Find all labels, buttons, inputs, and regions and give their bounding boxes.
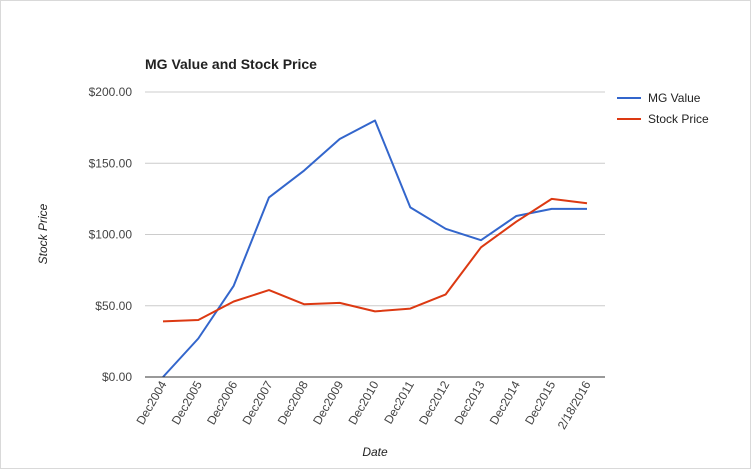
chart-legend[interactable]: MG Value Stock Price bbox=[617, 91, 709, 126]
x-tick-label: Dec2009 bbox=[310, 378, 346, 427]
chart-title: MG Value and Stock Price bbox=[145, 56, 317, 72]
y-tick-label: $200.00 bbox=[89, 85, 133, 99]
x-tick-label: Dec2004 bbox=[133, 378, 169, 427]
legend-item[interactable]: MG Value bbox=[617, 91, 701, 105]
legend-label: Stock Price bbox=[648, 112, 709, 126]
y-axis-ticks: $0.00 $50.00 $100.00 $150.00 $200.00 bbox=[89, 85, 133, 384]
x-tick-label: Dec2010 bbox=[345, 378, 381, 427]
x-tick-label: Dec2015 bbox=[522, 378, 558, 427]
x-axis-title: Date bbox=[362, 445, 388, 459]
x-tick-label: 2/18/2016 bbox=[555, 378, 594, 432]
y-tick-label: $0.00 bbox=[102, 370, 132, 384]
y-tick-label: $50.00 bbox=[95, 299, 132, 313]
x-tick-label: Dec2013 bbox=[451, 378, 487, 427]
series-line-mg-value[interactable] bbox=[162, 119, 587, 378]
x-tick-label: Dec2014 bbox=[487, 378, 523, 427]
y-tick-label: $150.00 bbox=[89, 156, 133, 170]
x-axis-ticks: Dec2004 Dec2005 Dec2006 Dec2007 Dec2008 Dec20… bbox=[133, 378, 593, 432]
chart-grid bbox=[145, 91, 605, 307]
x-tick-label: Dec2008 bbox=[275, 378, 311, 427]
x-tick-label: Dec2005 bbox=[169, 378, 205, 427]
legend-item[interactable]: Stock Price bbox=[617, 112, 709, 126]
series-line-stock-price[interactable] bbox=[162, 197, 588, 323]
y-tick-label: $100.00 bbox=[89, 228, 133, 242]
x-tick-label: Dec2012 bbox=[416, 378, 452, 427]
chart-series bbox=[162, 119, 588, 378]
x-tick-label: Dec2007 bbox=[239, 378, 275, 427]
x-tick-label: Dec2011 bbox=[381, 378, 417, 426]
x-tick-label: Dec2006 bbox=[204, 378, 240, 427]
y-axis-title: Stock Price bbox=[36, 203, 50, 264]
legend-label: MG Value bbox=[648, 91, 701, 105]
